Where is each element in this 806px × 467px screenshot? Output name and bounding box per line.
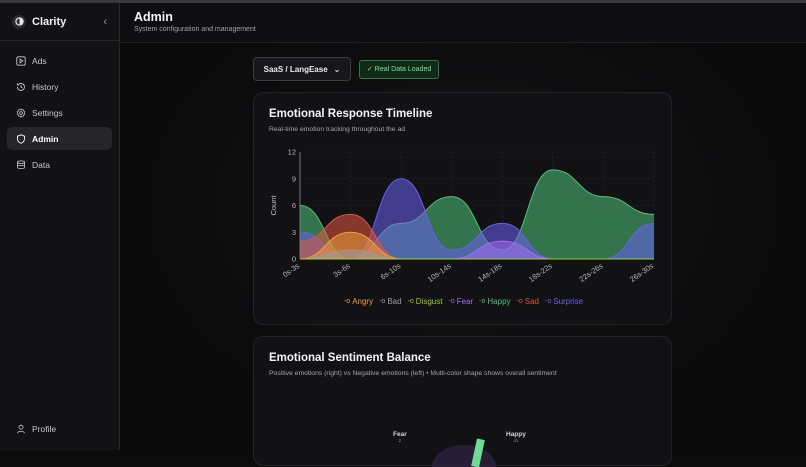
y-tick-label: 3 xyxy=(292,228,296,237)
sidebar-item-label: History xyxy=(32,81,59,92)
x-tick-label: 22s-26s xyxy=(578,261,605,284)
legend-label: Disgust xyxy=(415,297,443,306)
series-area-bad xyxy=(300,250,654,259)
radial-label-happy: Happy 41 xyxy=(506,431,526,443)
radial-label-count: 41 xyxy=(513,438,519,443)
gear-icon xyxy=(15,107,26,118)
x-tick-label: 6s-10s xyxy=(379,261,403,281)
y-tick-label: 0 xyxy=(292,255,296,264)
collapse-sidebar-icon[interactable]: ‹ xyxy=(103,15,107,28)
page-subtitle: System configuration and management xyxy=(134,26,256,33)
timeline-title: Emotional Response Timeline xyxy=(269,108,433,120)
sentiment-balance-card: Emotional Sentiment Balance Positive emo… xyxy=(253,336,672,467)
radial-label-name: Happy xyxy=(506,431,526,438)
sidebar-item-label: Admin xyxy=(32,133,59,144)
y-tick-label: 12 xyxy=(288,148,296,157)
sidebar-item-label: Settings xyxy=(32,107,63,118)
legend-marker-icon: -o xyxy=(407,298,414,305)
radial-label-name: Fear xyxy=(393,431,407,438)
x-tick-label: 10s-14s xyxy=(426,261,453,284)
sidebar-item-settings[interactable]: Settings xyxy=(7,101,112,124)
status-badge: ✓ Real Data Loaded xyxy=(359,59,440,79)
y-axis-label: Count xyxy=(269,195,278,216)
user-icon xyxy=(15,424,26,435)
legend-item-angry[interactable]: -o Angry xyxy=(344,297,373,306)
app-name: Clarity xyxy=(32,15,67,28)
timeline-subtitle: Real-time emotion tracking throughout th… xyxy=(269,126,406,133)
chart-legend: -o Angry -o Bad -o Disgust -o Fear -o Happy -o Sad -… xyxy=(254,297,673,306)
legend-label: Happy xyxy=(487,297,511,306)
x-tick-label: 3s-6s xyxy=(332,261,352,279)
ad-select-dropdown[interactable]: SaaS / LangEase ⌄ xyxy=(253,57,351,81)
x-tick-label: 0s-3s xyxy=(281,261,301,279)
play-square-icon xyxy=(15,55,26,66)
profile-label: Profile xyxy=(32,424,57,434)
database-icon xyxy=(15,159,26,170)
balance-subtitle: Positive emotions (right) vs Negative em… xyxy=(269,370,557,377)
ad-select-value: SaaS / LangEase xyxy=(263,64,328,74)
legend-item-fear[interactable]: -o Fear xyxy=(448,297,473,306)
legend-label: Fear xyxy=(456,297,474,306)
legend-label: Surprise xyxy=(553,297,584,306)
sidebar-item-label: Data xyxy=(32,159,50,170)
controls-bar: SaaS / LangEase ⌄ ✓ Real Data Loaded xyxy=(253,57,440,81)
legend-item-happy[interactable]: -o Happy xyxy=(479,297,510,306)
shield-icon xyxy=(15,133,26,144)
sidebar-nav: Ads History Settings Admin Data xyxy=(0,41,119,187)
sidebar-item-history[interactable]: History xyxy=(7,75,112,98)
page-title: Admin xyxy=(134,10,173,24)
sidebar-item-admin[interactable]: Admin xyxy=(7,127,112,150)
legend-label: Bad xyxy=(387,297,402,306)
legend-item-bad[interactable]: -o Bad xyxy=(379,297,401,306)
page-header: Admin System configuration and managemen… xyxy=(121,3,806,43)
radial-shape xyxy=(432,445,496,467)
main-content: SaaS / LangEase ⌄ ✓ Real Data Loaded Emo… xyxy=(121,43,806,467)
balance-title: Emotional Sentiment Balance xyxy=(269,352,431,364)
legend-marker-icon: -o xyxy=(545,298,552,305)
window-top-border xyxy=(0,0,806,3)
legend-marker-icon: -o xyxy=(343,298,351,305)
x-tick-label: 18s-22s xyxy=(527,261,554,284)
clarity-logo-icon xyxy=(12,14,26,29)
radial-label-fear: Fear 2 xyxy=(393,431,407,443)
legend-marker-icon: -o xyxy=(479,298,486,305)
x-tick-label: 14s-18s xyxy=(476,261,503,284)
y-tick-label: 6 xyxy=(292,201,296,210)
emotional-timeline-card: Emotional Response Timeline Real-time em… xyxy=(253,92,672,325)
legend-marker-icon: -o xyxy=(516,298,523,305)
sidebar-item-ads[interactable]: Ads xyxy=(7,49,112,72)
x-tick-label: 26s-30s xyxy=(628,261,655,284)
legend-item-disgust[interactable]: -o Disgust xyxy=(408,297,443,306)
sidebar-item-data[interactable]: Data xyxy=(7,153,112,176)
series-area-surprise xyxy=(300,178,654,259)
chevron-down-icon: ⌄ xyxy=(333,64,341,74)
y-tick-label: 9 xyxy=(292,174,296,183)
emotion-timeline-chart: 0 3 6 9 12 0s-3s 3s-6s 6s-10s 10s-14s 14s-18s 18s-… xyxy=(269,148,655,284)
legend-item-sad[interactable]: -o Sad xyxy=(517,297,539,306)
brand: Clarity ‹ xyxy=(0,3,119,41)
sidebar: Clarity ‹ Ads History Settings Admin Dat… xyxy=(0,3,120,450)
history-icon xyxy=(15,81,26,92)
sidebar-item-label: Ads xyxy=(32,55,47,66)
legend-item-surprise[interactable]: -o Surprise xyxy=(545,297,583,306)
legend-marker-icon: -o xyxy=(448,298,455,305)
sentiment-radial-chart xyxy=(432,438,496,467)
profile-link[interactable]: Profile xyxy=(7,418,64,440)
legend-marker-icon: -o xyxy=(379,298,386,305)
legend-label: Sad xyxy=(524,297,539,306)
radial-label-count: 2 xyxy=(398,438,402,443)
legend-label: Angry xyxy=(352,297,374,306)
